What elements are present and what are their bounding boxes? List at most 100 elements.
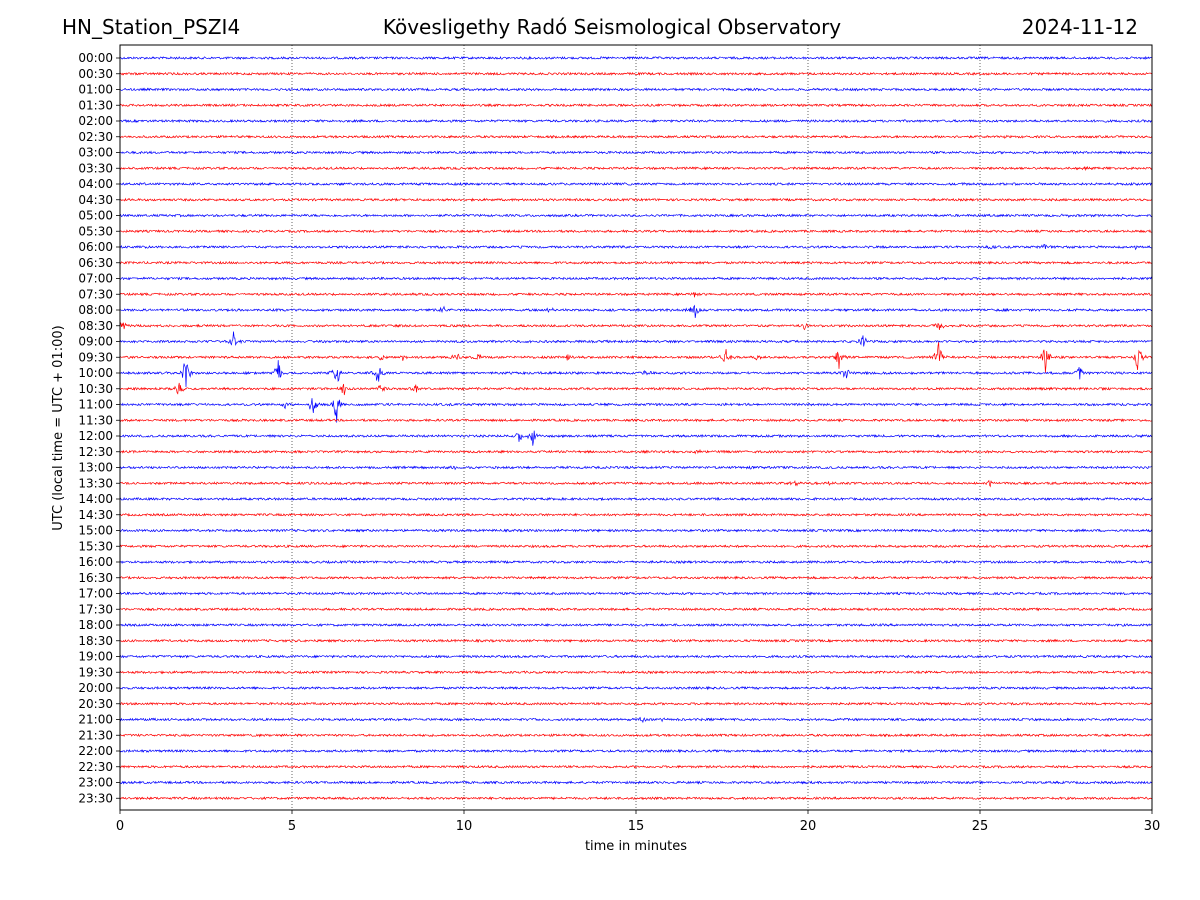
- seismic-traces: [119, 55, 1153, 801]
- y-tick-label-2100: 21:00: [78, 713, 113, 727]
- y-tick-label-0830: 08:30: [78, 319, 113, 333]
- trace-1230: [119, 448, 1153, 455]
- y-axis-label: UTC (local time = UTC + 01:00): [51, 325, 66, 530]
- x-axis-label: time in minutes: [585, 839, 687, 854]
- trace-2100: [119, 716, 1153, 724]
- trace-0230: [119, 134, 1153, 140]
- y-tick-label-0630: 06:30: [78, 256, 113, 270]
- x-tick-label-0: 0: [116, 819, 124, 834]
- y-tick-label-0700: 07:00: [78, 272, 113, 286]
- trace-0330: [119, 165, 1153, 172]
- y-tick-label-0030: 00:30: [78, 67, 113, 81]
- y-tick-label-0230: 02:30: [78, 130, 113, 144]
- trace-1900: [119, 654, 1153, 659]
- y-tick-label-1830: 18:30: [78, 634, 113, 648]
- y-tick-label-1000: 10:00: [78, 366, 113, 380]
- y-tick-label-2300: 23:00: [78, 776, 113, 790]
- trace-0830: [119, 322, 1153, 331]
- y-tick-label-1300: 13:00: [78, 461, 113, 475]
- y-tick-label-1600: 16:00: [78, 555, 113, 569]
- y-tick-label-0930: 09:30: [78, 350, 113, 364]
- trace-2330: [119, 796, 1153, 801]
- y-tick-label-0530: 05:30: [78, 224, 113, 238]
- y-tick-label-1500: 15:00: [78, 524, 113, 538]
- trace-2300: [119, 780, 1153, 785]
- trace-1500: [119, 528, 1153, 533]
- gridlines: [291, 45, 981, 810]
- y-tick-label-0730: 07:30: [78, 287, 113, 301]
- y-tick-label-1430: 14:30: [78, 508, 113, 522]
- trace-0500: [119, 213, 1153, 219]
- trace-0730: [119, 292, 1153, 298]
- trace-1600: [119, 559, 1153, 565]
- trace-0100: [119, 87, 1153, 92]
- y-tick-label-1730: 17:30: [78, 602, 113, 616]
- trace-1700: [119, 591, 1153, 596]
- trace-2230: [119, 764, 1153, 769]
- trace-1300: [120, 465, 1153, 471]
- y-tick-label-0900: 09:00: [78, 335, 113, 349]
- trace-0930: [119, 342, 1153, 373]
- y-tick-label-1100: 11:00: [78, 398, 113, 412]
- y-tick-label-1330: 13:30: [78, 476, 113, 490]
- trace-0300: [119, 150, 1153, 155]
- trace-2030: [119, 701, 1153, 706]
- trace-1030: [119, 382, 1153, 396]
- y-tick-label-2330: 23:30: [78, 791, 113, 805]
- y-tick-label-1630: 16:30: [78, 571, 113, 585]
- y-tick-label-1700: 17:00: [78, 587, 113, 601]
- y-tick-label-1800: 18:00: [78, 618, 113, 632]
- trace-1400: [119, 496, 1153, 502]
- plot-date: 2024-11-12: [1021, 15, 1138, 39]
- observatory-title: Kövesligethy Radó Seismological Observat…: [382, 15, 842, 39]
- station-name: HN_Station_PSZI4: [62, 15, 241, 39]
- trace-0430: [119, 197, 1153, 202]
- x-tick-label-10: 10: [456, 819, 473, 834]
- trace-1100: [119, 398, 1153, 423]
- trace-0700: [119, 276, 1153, 281]
- trace-1930: [119, 670, 1153, 675]
- trace-0800: [120, 304, 1153, 318]
- trace-1430: [119, 512, 1152, 517]
- trace-0200: [119, 118, 1153, 124]
- y-tick-label-1900: 19:00: [78, 650, 113, 664]
- trace-1200: [119, 430, 1153, 446]
- trace-1830: [119, 638, 1153, 643]
- x-tick-label-25: 25: [972, 819, 989, 834]
- y-tick-label-2230: 22:30: [78, 760, 113, 774]
- trace-2130: [119, 733, 1153, 738]
- y-tick-label-1200: 12:00: [78, 429, 113, 443]
- x-tick-label-20: 20: [800, 819, 817, 834]
- trace-0400: [119, 181, 1153, 187]
- y-tick-label-0200: 02:00: [78, 114, 113, 128]
- y-tick-label-0800: 08:00: [78, 303, 113, 317]
- trace-0600: [119, 243, 1153, 251]
- y-tick-label-0600: 06:00: [78, 240, 113, 254]
- trace-1730: [120, 607, 1153, 612]
- trace-0630: [119, 260, 1153, 265]
- y-tick-label-0300: 03:00: [78, 146, 113, 160]
- trace-1800: [119, 622, 1153, 628]
- y-tick-label-1930: 19:30: [78, 665, 113, 679]
- y-tick-label-0000: 00:00: [78, 51, 113, 65]
- x-tick-label-5: 5: [288, 819, 296, 834]
- y-tick-label-0330: 03:30: [78, 161, 113, 175]
- trace-2000: [119, 685, 1153, 691]
- y-tick-label-0430: 04:30: [78, 193, 113, 207]
- trace-1130: [119, 418, 1153, 423]
- trace-2200: [119, 748, 1153, 754]
- trace-1630: [119, 575, 1153, 580]
- y-tick-label-1530: 15:30: [78, 539, 113, 553]
- trace-1330: [119, 479, 1153, 488]
- trace-0530: [119, 229, 1153, 234]
- y-tick-label-1030: 10:30: [78, 382, 113, 396]
- trace-1530: [119, 544, 1153, 549]
- trace-0130: [119, 103, 1153, 108]
- y-tick-label-1230: 12:30: [78, 445, 113, 459]
- y-tick-label-2000: 20:00: [78, 681, 113, 695]
- y-tick-label-1400: 14:00: [78, 492, 113, 506]
- trace-0900: [119, 331, 1153, 347]
- trace-0030: [119, 71, 1153, 76]
- y-tick-label-0130: 01:30: [78, 98, 113, 112]
